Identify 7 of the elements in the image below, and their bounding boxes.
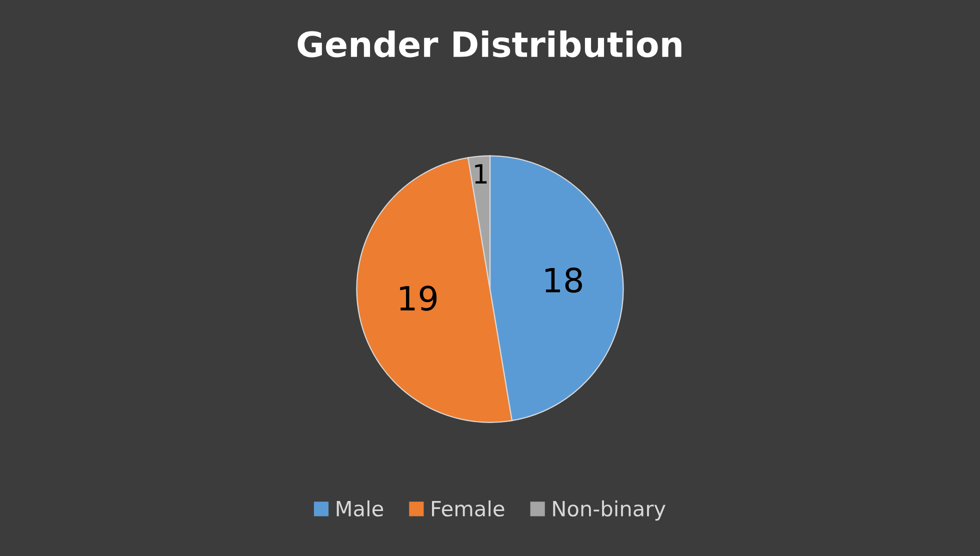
legend-label: Male — [336, 500, 384, 517]
legend-label: Female — [432, 500, 504, 517]
data-label: 1 — [475, 164, 487, 184]
legend-label: Non-binary — [553, 500, 666, 521]
chart-title: Gender Distribution — [298, 30, 682, 58]
data-label: 18 — [546, 268, 582, 293]
data-label: 19 — [400, 286, 437, 311]
